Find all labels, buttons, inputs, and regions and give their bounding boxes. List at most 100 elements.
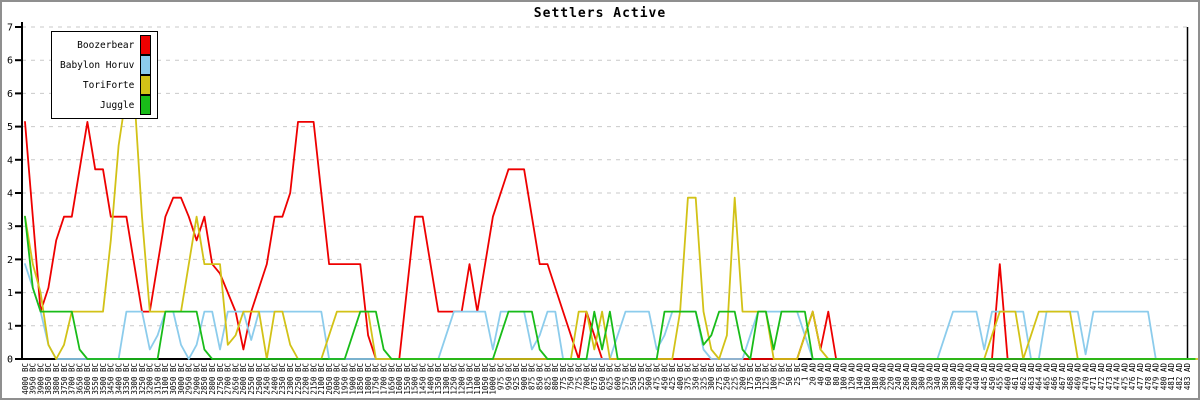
x-tick-label: 900 BC: [520, 363, 529, 390]
x-tick-label: 3400 BC: [114, 363, 123, 395]
x-tick-label: 463 AD: [1027, 363, 1036, 391]
x-tick-label: 3450 BC: [107, 363, 116, 395]
x-tick-label: 445 AD: [980, 363, 989, 391]
x-tick-label: 2350 BC: [278, 363, 287, 395]
x-tick-label: 3600 BC: [83, 363, 92, 395]
x-tick-label: 20 AD: [809, 363, 818, 386]
x-tick-label: 1400 BC: [426, 363, 435, 395]
x-tick-label: 3650 BC: [75, 363, 84, 395]
x-tick-label: 1900 BC: [348, 363, 357, 395]
x-tick-label: 180 AD: [871, 363, 880, 391]
x-tick-label: 465 AD: [1042, 363, 1051, 391]
y-tick-label: 4: [7, 155, 13, 166]
x-tick-label: 975 BC: [497, 363, 506, 390]
x-tick-label: 1600 BC: [395, 363, 404, 395]
x-tick-label: 1 AD: [801, 363, 810, 382]
x-tick-label: 3900 BC: [36, 363, 45, 395]
x-tick-label: 1300 BC: [442, 363, 451, 395]
x-tick-label: 140 AD: [855, 363, 864, 391]
x-tick-label: 200 BC: [738, 363, 747, 390]
x-tick-label: 1800 BC: [364, 363, 373, 395]
x-tick-label: 750 BC: [567, 363, 576, 390]
y-tick-label: 6: [7, 56, 13, 67]
x-tick-label: 2200 BC: [302, 363, 311, 395]
x-tick-label: 200 AD: [879, 363, 888, 391]
x-tick-label: 2650 BC: [231, 363, 240, 395]
x-tick-label: 2150 BC: [309, 363, 318, 395]
x-tick-label: 500 BC: [645, 363, 654, 390]
x-tick-label: 300 AD: [918, 363, 927, 391]
x-tick-label: 466 AD: [1050, 363, 1059, 391]
x-tick-label: 482 AD: [1175, 363, 1184, 391]
x-tick-label: 300 BC: [707, 363, 716, 390]
x-tick-label: 525 BC: [637, 363, 646, 390]
x-tick-label: 1950 BC: [341, 363, 350, 395]
x-tick-label: 3850 BC: [44, 363, 53, 395]
x-tick-label: 460 AD: [1003, 363, 1012, 391]
x-tick-label: 450 BC: [660, 363, 669, 390]
x-tick-label: 450 AD: [988, 363, 997, 391]
x-tick-label: 467 AD: [1058, 363, 1067, 391]
x-tick-label: 2550 BC: [247, 363, 256, 395]
y-tick-label: 3: [7, 222, 13, 233]
x-tick-label: 420 AD: [964, 363, 973, 391]
x-tick-label: 160 AD: [863, 363, 872, 391]
x-tick-label: 375 BC: [684, 363, 693, 390]
x-tick-label: 1650 BC: [387, 363, 396, 395]
x-tick-label: 470 AD: [1081, 363, 1090, 391]
x-tick-label: 400 AD: [957, 363, 966, 391]
x-tick-label: 3050 BC: [169, 363, 178, 395]
x-tick-label: 440 AD: [972, 363, 981, 391]
legend-item: ToriForte: [60, 75, 152, 95]
x-tick-label: 175 BC: [746, 363, 755, 390]
x-tick-label: 1700 BC: [380, 363, 389, 395]
x-tick-label: 320 AD: [925, 363, 934, 391]
x-tick-label: 325 BC: [699, 363, 708, 390]
x-tick-label: 700 BC: [582, 363, 591, 390]
legend-item: Babylon Horuv: [60, 55, 152, 75]
y-tick-label: 1: [7, 288, 13, 299]
x-tick-label: 2000 BC: [333, 363, 342, 395]
x-tick-label: 250 BC: [723, 363, 732, 390]
x-tick-label: 2050 BC: [325, 363, 334, 395]
x-tick-label: 1850 BC: [356, 363, 365, 395]
legend-label: Babylon Horuv: [60, 59, 135, 71]
x-tick-label: 1050 BC: [481, 363, 490, 395]
x-tick-label: 1250 BC: [450, 363, 459, 395]
x-tick-label: 3250 BC: [138, 363, 147, 395]
x-tick-label: 3200 BC: [146, 363, 155, 395]
x-tick-label: 481 AD: [1167, 363, 1176, 391]
x-tick-label: 472 AD: [1097, 363, 1106, 391]
x-tick-label: 2600 BC: [239, 363, 248, 395]
x-tick-label: 2500 BC: [255, 363, 264, 395]
x-tick-label: 464 AD: [1035, 363, 1044, 391]
x-tick-label: 650 BC: [598, 363, 607, 390]
x-tick-label: 1750 BC: [372, 363, 381, 395]
x-tick-label: 600 BC: [614, 363, 623, 390]
y-tick-label: 1: [7, 321, 13, 332]
x-tick-label: 40 AD: [816, 363, 825, 386]
x-tick-label: 25 BC: [793, 363, 802, 386]
legend-swatch-icon: [140, 95, 152, 115]
x-tick-label: 275 BC: [715, 363, 724, 390]
x-tick-label: 4000 BC: [21, 363, 30, 395]
x-tick-label: 477 AD: [1136, 363, 1145, 391]
x-tick-label: 575 BC: [621, 363, 630, 390]
x-tick-label: 350 BC: [692, 363, 701, 390]
x-tick-label: 360 AD: [941, 363, 950, 391]
x-tick-label: 3950 BC: [29, 363, 38, 395]
x-tick-label: 3000 BC: [177, 363, 186, 395]
x-tick-label: 80 AD: [832, 363, 841, 386]
x-tick-label: 150 BC: [754, 363, 763, 390]
x-tick-label: 60 AD: [824, 363, 833, 386]
x-tick-label: 1150 BC: [465, 363, 474, 395]
x-tick-label: 2100 BC: [317, 363, 326, 395]
x-tick-label: 100 AD: [840, 363, 849, 391]
series-line-juggle: [24, 215, 1196, 360]
y-tick-label: 2: [7, 255, 13, 266]
legend-item: Boozerbear: [60, 35, 152, 55]
x-tick-label: 475 BC: [653, 363, 662, 390]
y-tick-label: 4: [7, 189, 13, 200]
